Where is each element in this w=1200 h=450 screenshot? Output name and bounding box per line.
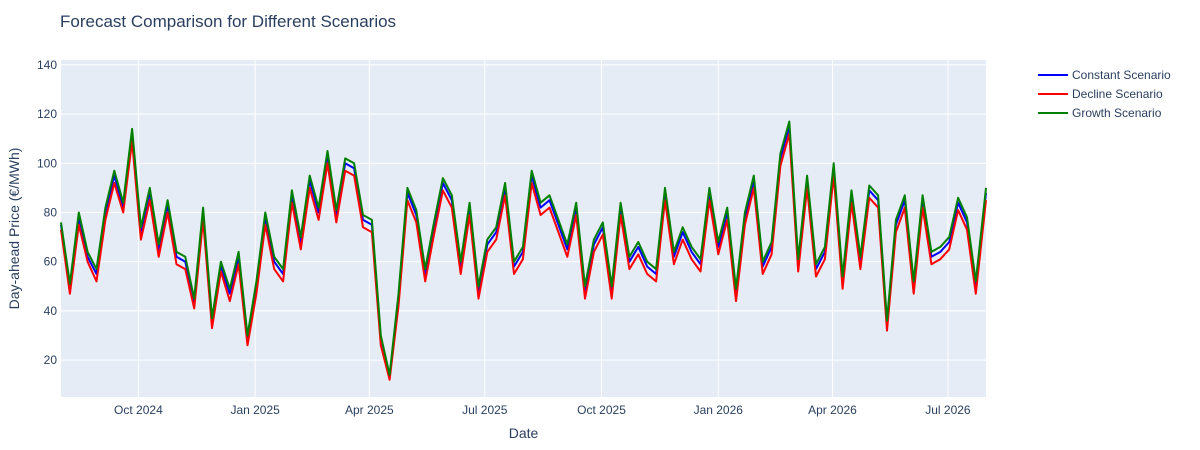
series-line-decline-scenario: [60, 132, 987, 381]
y-tick-label: 120: [37, 107, 57, 121]
x-tick-label: Oct 2025: [577, 403, 626, 417]
legend-item-decline-scenario[interactable]: Decline Scenario: [1038, 87, 1163, 101]
x-axis-ticks: Oct 2024 Jan 2025 Apr 2025 Jul 2025 Oct 2025…: [114, 403, 971, 417]
x-tick-label: Apr 2025: [345, 403, 394, 417]
x-tick-label: Jan 2026: [694, 403, 744, 417]
chart-title: Forecast Comparison for Different Scenar…: [60, 12, 397, 31]
plot-background: [61, 60, 986, 397]
y-axis-title: Day-ahead Price (€/MWh): [6, 148, 22, 310]
y-tick-label: 80: [44, 206, 58, 220]
y-tick-label: 60: [44, 255, 58, 269]
y-axis-ticks: 20 40 60 80 100 120 140: [37, 58, 57, 367]
y-tick-label: 40: [44, 304, 58, 318]
y-tick-label: 20: [44, 353, 58, 367]
x-tick-label: Jan 2025: [230, 403, 280, 417]
legend-label: Growth Scenario: [1072, 106, 1162, 120]
x-tick-label: Oct 2024: [114, 403, 163, 417]
y-tick-label: 100: [37, 156, 57, 170]
series-layer: [60, 120, 987, 381]
y-tick-label: 140: [37, 58, 57, 72]
legend[interactable]: Constant Scenario Decline Scenario Growth …: [1038, 68, 1171, 120]
x-tick-label: Apr 2026: [808, 403, 857, 417]
legend-label: Decline Scenario: [1072, 87, 1163, 101]
legend-item-growth-scenario[interactable]: Growth Scenario: [1038, 106, 1162, 120]
series-line-growth-scenario: [60, 120, 987, 376]
grid-layer: [61, 60, 986, 397]
legend-item-constant-scenario[interactable]: Constant Scenario: [1038, 68, 1171, 82]
legend-label: Constant Scenario: [1072, 68, 1171, 82]
x-tick-label: Jul 2025: [462, 403, 508, 417]
x-axis-title: Date: [509, 425, 539, 441]
x-tick-label: Jul 2026: [925, 403, 971, 417]
